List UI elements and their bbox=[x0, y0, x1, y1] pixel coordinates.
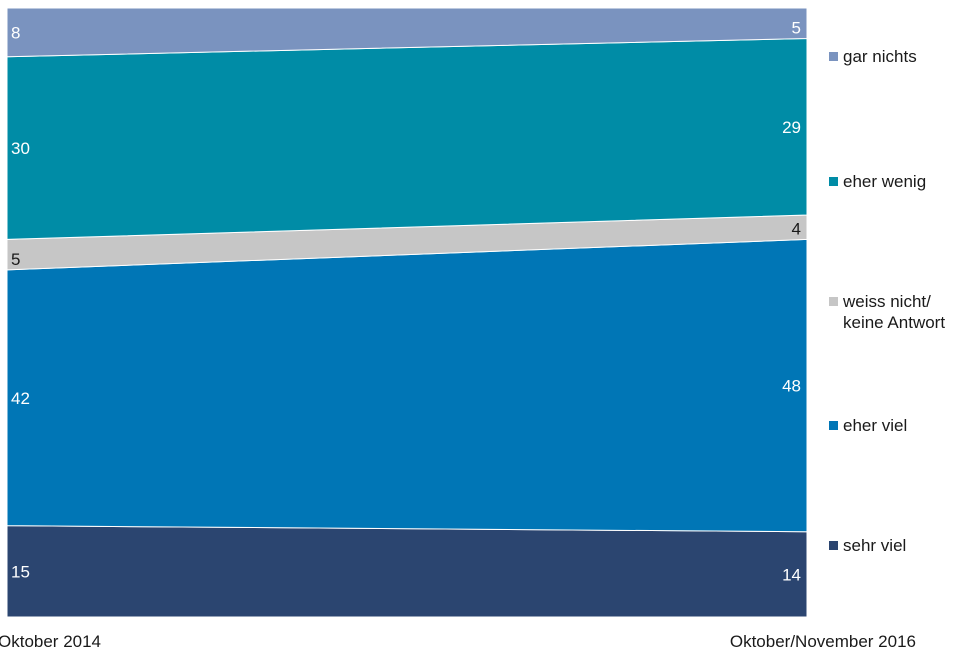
x-axis: Oktober 2014 Oktober/November 2016 bbox=[0, 632, 916, 651]
legend: gar nichts eher wenig weiss nicht/keine An… bbox=[829, 47, 945, 555]
legend-label: gar nichts bbox=[843, 47, 917, 66]
legend-swatch bbox=[829, 297, 838, 306]
legend-label: weiss nicht/ bbox=[842, 292, 931, 311]
legend-item-sehr-viel: sehr viel bbox=[829, 536, 906, 555]
data-label-sehr-viel-0: 15 bbox=[11, 562, 30, 581]
legend-swatch bbox=[829, 52, 838, 61]
area-eher-viel bbox=[6, 238, 808, 533]
legend-item-eher-viel: eher viel bbox=[829, 416, 907, 435]
legend-label: eher wenig bbox=[843, 172, 926, 191]
x-tick-label-0: Oktober 2014 bbox=[0, 632, 101, 651]
x-tick-label-1: Oktober/November 2016 bbox=[730, 632, 916, 651]
data-label-eher-viel-1: 48 bbox=[782, 377, 801, 396]
data-label-gar-nichts-0: 8 bbox=[11, 23, 20, 42]
data-label-gar-nichts-1: 5 bbox=[792, 18, 801, 37]
legend-label: eher viel bbox=[843, 416, 907, 435]
legend-item-gar-nichts: gar nichts bbox=[829, 47, 917, 66]
data-label-eher-viel-0: 42 bbox=[11, 389, 30, 408]
data-label-sehr-viel-1: 14 bbox=[782, 565, 801, 584]
area-eher-wenig bbox=[6, 37, 808, 240]
legend-label: sehr viel bbox=[843, 536, 906, 555]
data-label-eher-wenig-0: 30 bbox=[11, 139, 30, 158]
legend-swatch bbox=[829, 421, 838, 430]
legend-label: keine Antwort bbox=[843, 313, 945, 332]
legend-item-eher-wenig: eher wenig bbox=[829, 172, 926, 191]
legend-swatch bbox=[829, 541, 838, 550]
area-gar-nichts bbox=[6, 7, 808, 58]
legend-swatch bbox=[829, 177, 838, 186]
data-label-eher-wenig-1: 29 bbox=[782, 118, 801, 137]
area-sehr-viel bbox=[6, 525, 808, 618]
area-layers bbox=[6, 7, 808, 618]
legend-item-weiss-nicht-keine-antwort: weiss nicht/keine Antwort bbox=[829, 292, 945, 332]
data-label-weiss-nicht-keine-antwort-1: 4 bbox=[792, 219, 801, 238]
data-label-weiss-nicht-keine-antwort-0: 5 bbox=[11, 250, 20, 269]
